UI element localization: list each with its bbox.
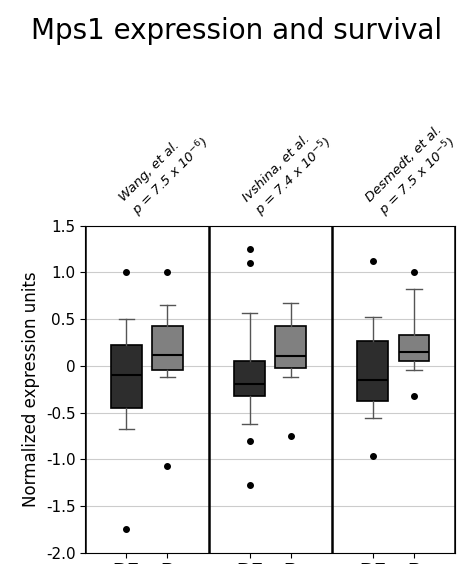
Y-axis label: Normalized expression units: Normalized expression units bbox=[22, 271, 40, 507]
PathPatch shape bbox=[234, 361, 265, 396]
PathPatch shape bbox=[357, 341, 388, 402]
Text: Wang, et al.
p = 7.5 x 10$^{-6}$): Wang, et al. p = 7.5 x 10$^{-6}$) bbox=[117, 123, 214, 220]
PathPatch shape bbox=[152, 325, 183, 371]
PathPatch shape bbox=[111, 345, 142, 408]
PathPatch shape bbox=[399, 335, 429, 361]
Text: Ivshina, et al.
p = 7.4 x 10$^{-5}$): Ivshina, et al. p = 7.4 x 10$^{-5}$) bbox=[240, 123, 337, 220]
PathPatch shape bbox=[275, 325, 306, 368]
Text: Desmedt, et al.
p = 7.5 x 10$^{-5}$): Desmedt, et al. p = 7.5 x 10$^{-5}$) bbox=[364, 123, 461, 220]
Text: Mps1 expression and survival: Mps1 expression and survival bbox=[31, 17, 443, 45]
